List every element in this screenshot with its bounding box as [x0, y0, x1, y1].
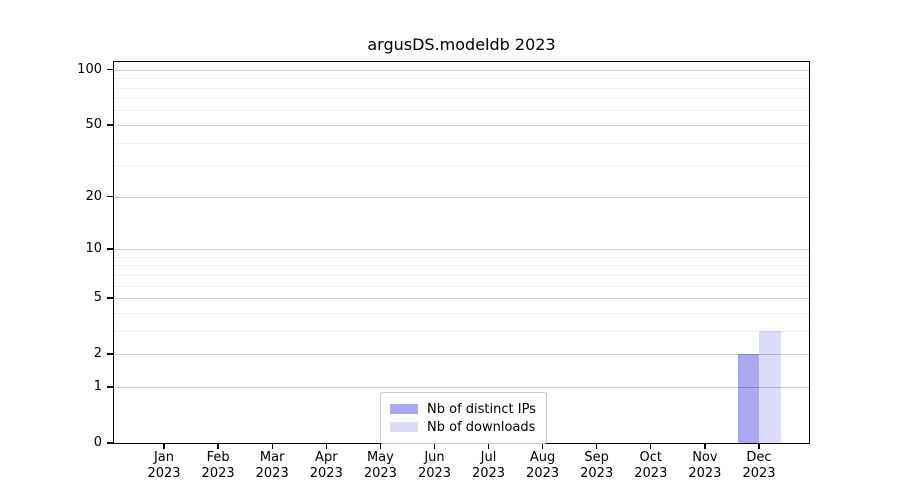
y-axis-tick [107, 353, 113, 355]
minor-gridline [114, 285, 809, 287]
minor-gridline [114, 110, 809, 112]
x-axis-tick [271, 443, 273, 449]
x-axis-tick [596, 443, 598, 449]
major-gridline [114, 196, 809, 198]
x-axis-tick [217, 443, 219, 449]
major-gridline [114, 124, 809, 126]
minor-gridline [114, 87, 809, 89]
x-axis-tick [541, 443, 544, 449]
major-gridline [114, 298, 809, 299]
x-axis-tick [163, 443, 165, 449]
x-axis-tick-label: Aug 2023 [526, 450, 560, 481]
chart-title: argusDS.modeldb 2023 [367, 35, 556, 54]
legend: Nb of distinct IPs Nb of downloads [380, 392, 547, 444]
x-axis-tick-label: Oct 2023 [634, 450, 668, 481]
major-gridline [114, 386, 809, 388]
minor-gridline [114, 165, 809, 167]
x-axis-tick [758, 443, 760, 449]
x-axis-tick-label: May 2023 [363, 450, 397, 481]
x-axis-tick [650, 443, 652, 449]
y-axis-tick [107, 297, 113, 299]
legend-swatch-downloads [390, 422, 418, 432]
x-axis-tick-label: Nov 2023 [688, 450, 722, 481]
x-axis-tick-label: Feb 2023 [201, 450, 235, 481]
minor-gridline [114, 256, 809, 258]
x-axis-tick [433, 443, 436, 449]
y-axis-tick [107, 442, 113, 444]
y-axis-tick [107, 248, 113, 250]
y-axis-tick-label: 1 [93, 379, 102, 395]
minor-gridline [114, 265, 809, 267]
x-axis-tick-label: Jul 2023 [471, 450, 506, 481]
minor-gridline [114, 78, 809, 80]
bar-downloads [759, 330, 781, 443]
y-axis-tick-label: 2 [93, 346, 102, 362]
x-axis-tick-label: Mar 2023 [255, 450, 289, 481]
x-axis-tick [325, 443, 327, 449]
y-axis-tick-label: 20 [85, 188, 102, 204]
y-axis-tick-label: 50 [85, 117, 102, 133]
y-axis-tick-label: 100 [77, 61, 102, 77]
x-axis-tick [487, 443, 490, 449]
minor-gridline [114, 142, 809, 144]
x-axis-tick-label: Jun 2023 [417, 450, 452, 481]
minor-gridline [114, 274, 809, 276]
y-axis-tick [107, 124, 113, 126]
y-axis-tick [107, 68, 113, 71]
x-axis-tick-label: Apr 2023 [309, 450, 343, 481]
x-axis-tick-label: Sep 2023 [580, 450, 614, 481]
y-axis-tick [107, 196, 113, 198]
minor-gridline [114, 98, 809, 100]
legend-item-downloads: Nb of downloads [390, 419, 536, 435]
minor-gridline [114, 312, 809, 314]
x-axis-tick-label: Dec 2023 [742, 450, 776, 481]
legend-item-distinct-ips: Nb of distinct IPs [390, 401, 536, 417]
major-gridline [114, 354, 809, 356]
x-axis-tick [704, 443, 706, 449]
legend-label-downloads: Nb of downloads [427, 419, 536, 435]
legend-swatch-distinct-ips [390, 404, 418, 414]
x-axis-tick [379, 443, 382, 449]
bar-distinct-ips [737, 354, 759, 443]
legend-label-distinct-ips: Nb of distinct IPs [427, 401, 536, 417]
y-axis-tick [107, 386, 113, 388]
major-gridline [114, 69, 809, 71]
x-axis-tick-label: Jan 2023 [147, 450, 181, 481]
minor-gridline [114, 330, 809, 332]
plot-area: Nb of distinct IPs Nb of downloads 0 1 2 5 1… [77, 61, 810, 481]
major-gridline [114, 249, 809, 250]
y-axis-tick-label: 5 [93, 290, 102, 306]
y-axis-tick-label: 10 [85, 241, 102, 257]
y-axis-tick-label: 0 [93, 435, 102, 451]
